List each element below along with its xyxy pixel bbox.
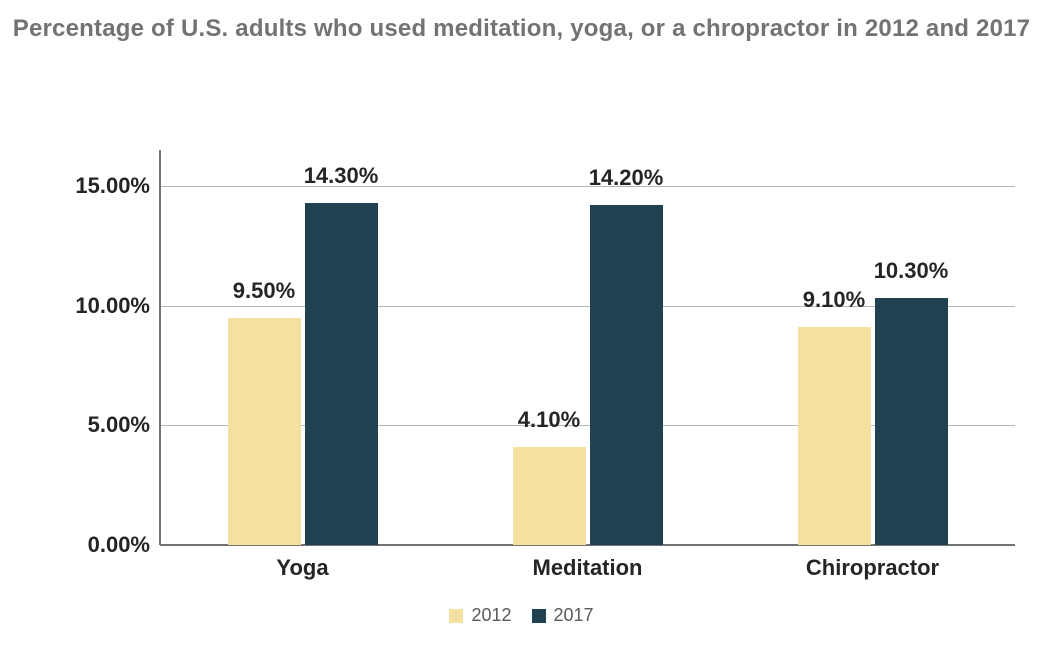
category-group: 9.10%10.30%Chiropractor [730,150,1015,545]
y-tick-label: 0.00% [88,532,160,558]
bar-value-label: 9.10% [803,287,865,313]
bar [228,318,301,545]
legend-item: 2017 [532,605,594,626]
y-tick-label: 15.00% [75,173,160,199]
legend-item: 2012 [449,605,511,626]
category-group: 4.10%14.20%Meditation [445,150,730,545]
x-category-label: Yoga [276,545,328,581]
bar-value-label: 9.50% [233,278,295,304]
bar [513,447,586,545]
plot-area: 0.00%5.00%10.00%15.00%9.50%14.30%Yoga4.1… [160,150,1015,545]
x-category-label: Chiropractor [806,545,939,581]
bar-value-label: 14.30% [304,163,379,189]
category-group: 9.50%14.30%Yoga [160,150,445,545]
chart-title: Percentage of U.S. adults who used medit… [0,0,1043,44]
legend-label: 2017 [554,605,594,626]
legend: 2012 2017 [0,605,1043,628]
legend-swatch [532,609,546,623]
bar [305,203,378,545]
bar [875,298,948,545]
x-category-label: Meditation [533,545,643,581]
bar-value-label: 14.20% [589,165,664,191]
bar [590,205,663,545]
bar-value-label: 4.10% [518,407,580,433]
bar [798,327,871,545]
y-tick-label: 10.00% [75,293,160,319]
bar-value-label: 10.30% [874,258,949,284]
y-tick-label: 5.00% [88,412,160,438]
legend-swatch [449,609,463,623]
bar-chart: Percentage of U.S. adults who used medit… [0,0,1043,649]
legend-label: 2012 [471,605,511,626]
